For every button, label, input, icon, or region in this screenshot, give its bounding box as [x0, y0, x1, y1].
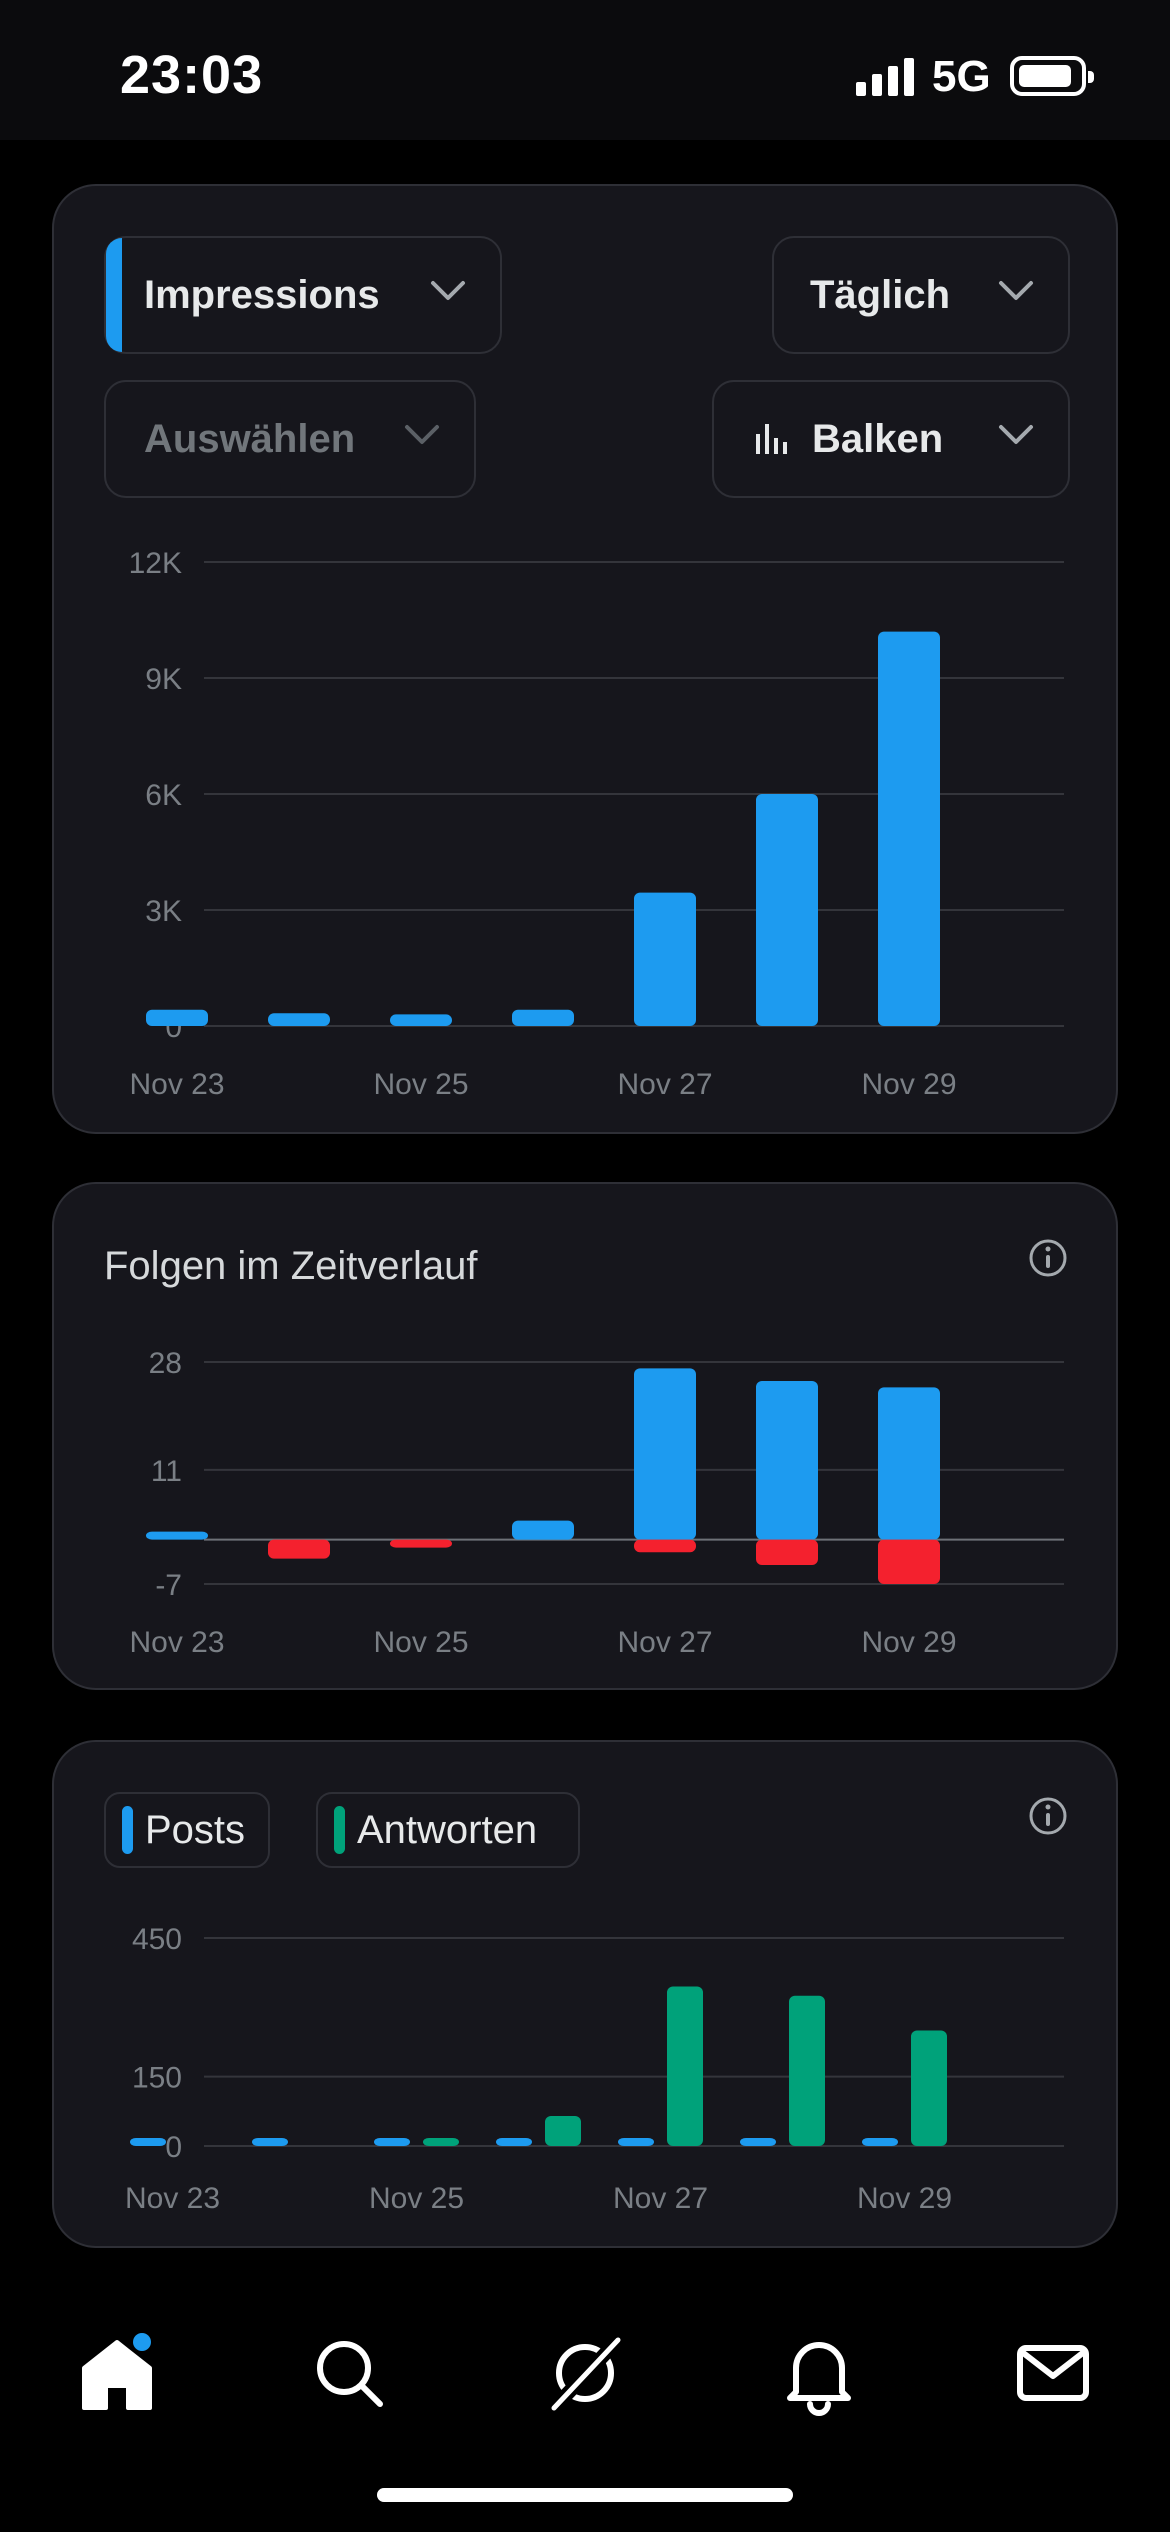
replies-bar	[423, 2138, 459, 2146]
x-tick-label: Nov 23	[125, 2182, 220, 2215]
battery-icon	[1010, 56, 1094, 96]
x-tick-label: Nov 27	[617, 1068, 712, 1101]
y-tick-label: 12K	[129, 547, 182, 580]
x-tick-label: Nov 23	[129, 1626, 224, 1659]
y-tick-label: 11	[151, 1455, 182, 1488]
legend-posts-label: Posts	[145, 1807, 246, 1852]
followers-gained-bar	[512, 1520, 574, 1540]
posts-bar	[252, 2138, 288, 2146]
followers-lost-bar	[268, 1539, 330, 1559]
posts-bar	[130, 2138, 166, 2146]
info-icon[interactable]	[1028, 1238, 1068, 1278]
interval-dropdown-label: Täglich	[810, 272, 951, 317]
followers-lost-bar	[878, 1539, 940, 1584]
metric-dropdown[interactable]: Impressions	[104, 236, 502, 354]
x-tick-label: Nov 29	[861, 1626, 956, 1659]
x-tick-label: Nov 25	[369, 2182, 464, 2215]
chart-type-dropdown-label: Balken	[812, 416, 944, 461]
y-tick-label: 9K	[145, 663, 182, 696]
followers-gained-bar	[634, 1368, 696, 1540]
metric-color-indicator	[106, 238, 122, 352]
impressions-bar	[756, 794, 818, 1026]
status-bar: 23:03 5G	[0, 0, 1170, 140]
chevron-down-icon	[999, 425, 1033, 444]
followers-lost-bar	[634, 1539, 696, 1553]
y-tick-label: -7	[155, 1569, 182, 1602]
impressions-bar	[146, 1009, 208, 1026]
metric-dropdown-label: Impressions	[144, 272, 380, 317]
notifications-bell-icon[interactable]	[774, 2328, 864, 2418]
impressions-card: Impressions Täglich Auswählen Balken 0 3K…	[52, 184, 1118, 1134]
followers-gained-bar	[146, 1531, 208, 1540]
posts-bar	[496, 2138, 532, 2146]
followers-card-title: Folgen im Zeitverlauf	[104, 1244, 478, 1288]
home-indicator	[377, 2488, 793, 2502]
y-tick-label: 3K	[145, 895, 182, 928]
legend-replies-swatch	[334, 1806, 345, 1854]
status-time: 23:03	[120, 45, 264, 105]
chevron-down-icon	[999, 281, 1033, 300]
network-type: 5G	[932, 52, 991, 101]
messages-envelope-icon[interactable]	[1008, 2328, 1098, 2418]
tab-bar	[0, 2270, 1170, 2532]
followers-gained-bar	[878, 1387, 940, 1540]
posts-bar	[618, 2138, 654, 2146]
x-tick-label: Nov 25	[373, 1626, 468, 1659]
chevron-down-icon	[405, 425, 439, 444]
x-tick-label: Nov 29	[857, 2182, 952, 2215]
followers-lost-bar	[390, 1539, 452, 1548]
home-icon[interactable]	[72, 2328, 162, 2418]
cellular-signal-icon	[856, 58, 914, 96]
y-tick-label: 28	[149, 1347, 182, 1380]
y-tick-label: 0	[165, 2131, 182, 2164]
impressions-bar	[390, 1014, 452, 1026]
y-tick-label: 150	[132, 2062, 182, 2095]
posts-bar	[374, 2138, 410, 2146]
followers-card: Folgen im Zeitverlauf -7 11 28 Nov 23 Nov 25…	[52, 1182, 1118, 1690]
impressions-bar	[634, 892, 696, 1026]
y-tick-label: 6K	[145, 779, 182, 812]
bar-chart-icon	[756, 424, 787, 454]
grok-icon[interactable]	[540, 2328, 630, 2418]
x-tick-label: Nov 23	[129, 1068, 224, 1101]
x-tick-label: Nov 27	[613, 2182, 708, 2215]
replies-bar	[911, 2030, 947, 2146]
followers-chart: -7 11 28 Nov 23 Nov 25 Nov 27 Nov 29	[129, 1347, 1064, 1659]
impressions-bar	[512, 1009, 574, 1026]
y-tick-label: 450	[132, 1923, 182, 1956]
posts-bar	[862, 2138, 898, 2146]
replies-bar	[789, 1995, 825, 2146]
compare-dropdown-label: Auswählen	[144, 416, 356, 461]
legend-posts[interactable]: Posts	[104, 1792, 270, 1868]
posts-bar	[740, 2138, 776, 2146]
x-tick-label: Nov 25	[373, 1068, 468, 1101]
impressions-bar	[878, 631, 940, 1026]
home-badge-dot	[133, 2333, 151, 2351]
legend-replies[interactable]: Antworten	[316, 1792, 580, 1868]
legend-posts-swatch	[122, 1806, 133, 1854]
search-icon[interactable]	[304, 2328, 394, 2418]
impressions-bar	[268, 1013, 330, 1026]
followers-lost-bar	[756, 1539, 818, 1565]
interval-dropdown[interactable]: Täglich	[772, 236, 1070, 354]
replies-bar	[667, 1986, 703, 2146]
legend-replies-label: Antworten	[357, 1807, 538, 1852]
posts-replies-chart: 0 150 450 Nov 23 Nov 25 Nov 27 Nov 29	[125, 1923, 1064, 2215]
chevron-down-icon	[431, 281, 465, 300]
info-icon[interactable]	[1028, 1796, 1068, 1836]
compare-dropdown[interactable]: Auswählen	[104, 380, 476, 498]
x-tick-label: Nov 27	[617, 1626, 712, 1659]
followers-gained-bar	[756, 1381, 818, 1540]
posts-card: Posts Antworten 0 150 450 Nov 23 Nov 25 Nov 2…	[52, 1740, 1118, 2248]
chart-type-dropdown[interactable]: Balken	[712, 380, 1070, 498]
replies-bar	[545, 2115, 581, 2146]
x-tick-label: Nov 29	[861, 1068, 956, 1101]
